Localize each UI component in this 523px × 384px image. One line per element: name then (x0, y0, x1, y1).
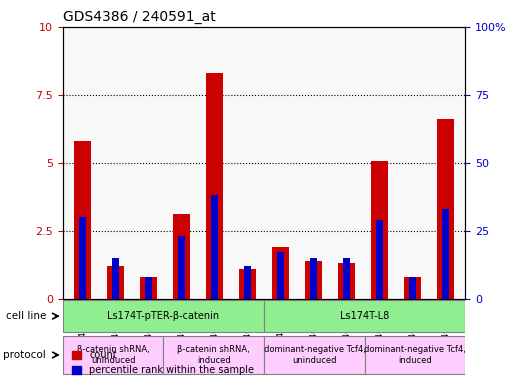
Bar (178, 236, 185, 299)
Bar (338, 263, 355, 299)
Bar (79, 217, 86, 299)
Bar (211, 195, 218, 299)
Bar (244, 266, 251, 299)
Bar (277, 252, 284, 299)
Legend: count, percentile rank within the sample: count, percentile rank within the sample (67, 346, 258, 379)
Bar (207, 73, 223, 299)
Text: Ls174T-L8: Ls174T-L8 (340, 311, 390, 321)
FancyBboxPatch shape (264, 336, 365, 374)
Text: GDS4386 / 240591_at: GDS4386 / 240591_at (63, 10, 215, 25)
Text: dominant-negative Tcf4,
induced: dominant-negative Tcf4, induced (364, 345, 466, 365)
Bar (437, 119, 454, 299)
Bar (74, 141, 91, 299)
Text: Ls174T-pTER-β-catenin: Ls174T-pTER-β-catenin (107, 311, 220, 321)
FancyBboxPatch shape (163, 336, 264, 374)
Bar (343, 258, 350, 299)
Bar (404, 277, 421, 299)
Text: dominant-negative Tcf4,
uninduced: dominant-negative Tcf4, uninduced (264, 345, 366, 365)
Text: β-catenin shRNA,
induced: β-catenin shRNA, induced (177, 345, 250, 365)
Bar (371, 161, 388, 299)
Bar (442, 209, 449, 299)
Bar (140, 277, 157, 299)
Bar (410, 277, 416, 299)
Bar (112, 258, 119, 299)
Text: cell line: cell line (6, 311, 46, 321)
Bar (107, 266, 124, 299)
Bar (305, 261, 322, 299)
FancyBboxPatch shape (264, 300, 465, 332)
Text: β-catenin shRNA,
uninduced: β-catenin shRNA, uninduced (77, 345, 150, 365)
Bar (240, 269, 256, 299)
FancyBboxPatch shape (63, 300, 264, 332)
Bar (377, 220, 383, 299)
FancyBboxPatch shape (63, 336, 163, 374)
Bar (145, 277, 152, 299)
Bar (310, 258, 317, 299)
FancyBboxPatch shape (365, 336, 465, 374)
Text: protocol: protocol (3, 350, 46, 360)
Bar (173, 214, 190, 299)
Bar (272, 247, 289, 299)
